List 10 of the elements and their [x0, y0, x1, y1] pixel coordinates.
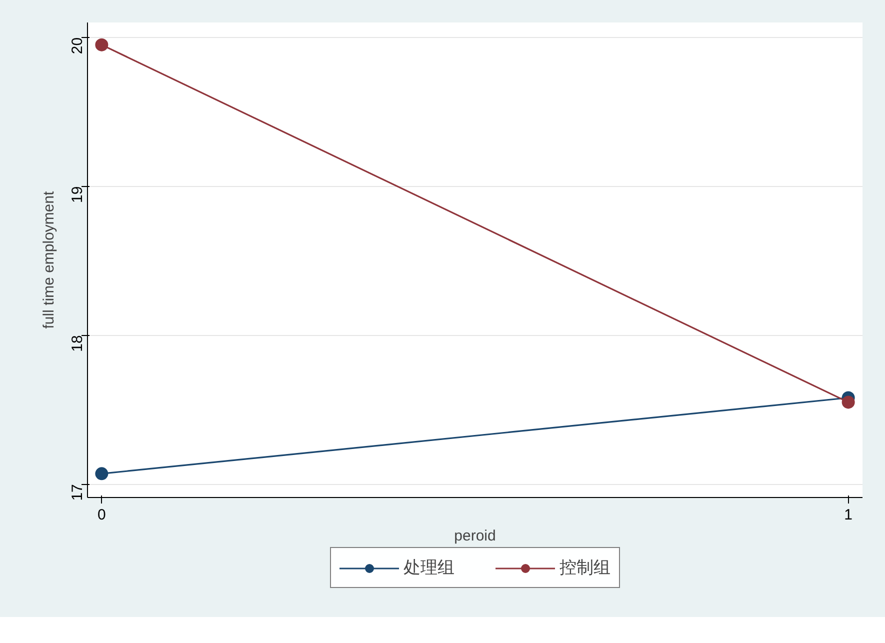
x-tick-label: 1	[844, 506, 852, 524]
y-tick-label: 18	[69, 335, 86, 352]
y-tick-label: 17	[69, 484, 86, 501]
legend-label: 处理组	[404, 557, 454, 579]
y-axis-title: full time employment	[40, 190, 58, 329]
y-tick-label: 20	[69, 37, 86, 54]
x-axis-title: peroid	[454, 528, 496, 544]
y-tick-label: 19	[69, 186, 86, 203]
x-tick-label: 0	[98, 506, 106, 524]
legend-label: 控制组	[560, 557, 610, 579]
